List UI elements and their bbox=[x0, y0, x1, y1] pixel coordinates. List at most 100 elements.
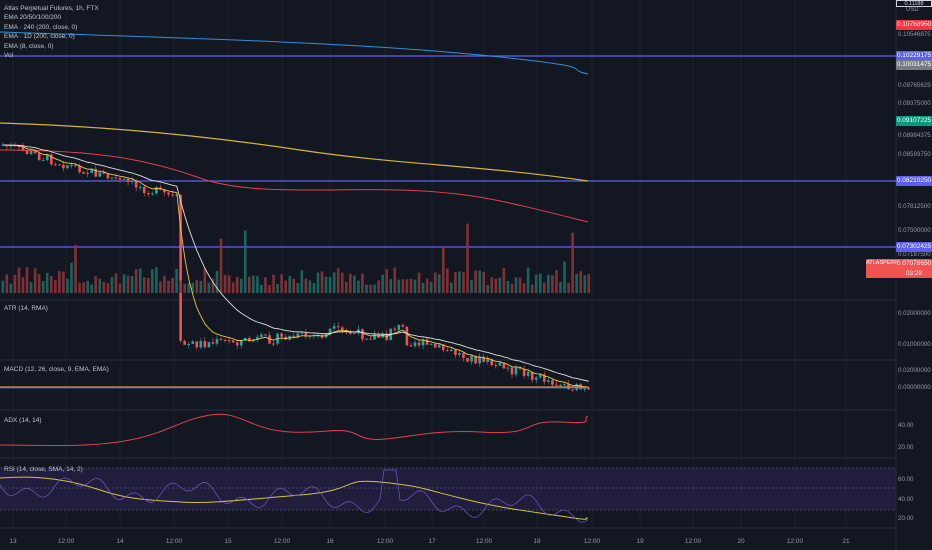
volume-bar bbox=[413, 279, 417, 293]
volume-bar bbox=[567, 282, 570, 293]
indicator-ema-ribbon[interactable]: EMA 20/50/100/200 bbox=[4, 14, 62, 22]
macd-pane-title[interactable]: MACD (12, 26, close, 9, EMA, EMA) bbox=[4, 366, 109, 373]
candle-body bbox=[74, 164, 77, 166]
volume-bar bbox=[134, 269, 138, 293]
volume-bar bbox=[37, 274, 41, 293]
volume-bar bbox=[191, 282, 195, 293]
volume-bar bbox=[74, 244, 77, 293]
candle-body bbox=[425, 339, 429, 345]
volume-bar bbox=[82, 282, 85, 293]
volume-bar bbox=[110, 276, 114, 293]
candle-body bbox=[353, 333, 356, 335]
candle-body bbox=[215, 339, 219, 344]
volume-bar bbox=[62, 271, 65, 293]
candle-body bbox=[37, 153, 41, 160]
candle-body bbox=[219, 339, 223, 341]
rsi-ma-line bbox=[0, 476, 589, 520]
currency-label: USD bbox=[906, 7, 919, 13]
indicator-ema-1d[interactable]: EMA · 1D (200, close, 0) bbox=[4, 33, 75, 41]
volume-bar bbox=[163, 275, 166, 293]
candle-body bbox=[328, 328, 332, 335]
volume-bar bbox=[357, 280, 360, 293]
candle-body bbox=[433, 343, 437, 348]
candle-body bbox=[183, 340, 186, 345]
candle-body bbox=[187, 343, 190, 345]
candle-body bbox=[70, 164, 73, 166]
candle-body bbox=[454, 349, 457, 355]
candle-body bbox=[462, 353, 465, 358]
volume-bar bbox=[114, 273, 118, 293]
volume-bar bbox=[571, 232, 574, 293]
candle-body bbox=[114, 177, 118, 179]
indicator-ema-8[interactable]: EMA (8, close, 0) bbox=[4, 42, 54, 50]
indicator-volume[interactable]: Vol bbox=[4, 52, 14, 60]
time-axis-label: 12:00 bbox=[376, 538, 394, 545]
candle-body bbox=[45, 154, 49, 160]
ema-1d-line bbox=[0, 31, 589, 75]
volume-bar bbox=[86, 280, 89, 293]
candle-body bbox=[1, 144, 5, 146]
candle-body bbox=[506, 367, 510, 369]
volume-bar bbox=[353, 275, 356, 293]
candle-body bbox=[78, 165, 81, 173]
volume-bar bbox=[45, 272, 49, 293]
candle-body bbox=[106, 173, 110, 179]
time-axis-label: 19 bbox=[636, 538, 644, 545]
volume-bar bbox=[151, 269, 154, 293]
candle-body bbox=[272, 343, 275, 345]
candle-body bbox=[373, 334, 376, 340]
volume-bar bbox=[138, 268, 142, 293]
volume-bar bbox=[547, 274, 550, 293]
adx-line bbox=[0, 413, 589, 447]
volume-bar bbox=[171, 277, 174, 293]
candle-body bbox=[300, 332, 304, 334]
macd-axis-label: 0.02000000 bbox=[898, 367, 931, 374]
volume-bar bbox=[175, 268, 178, 293]
volume-bar bbox=[21, 277, 25, 293]
volume-bar bbox=[555, 270, 558, 293]
adx-pane-title[interactable]: ADX (14, 14) bbox=[4, 417, 42, 424]
price-axis-label: 0.10546875 bbox=[898, 31, 931, 38]
volume-bar bbox=[155, 267, 158, 293]
volume-bar bbox=[187, 283, 190, 293]
candle-body bbox=[94, 168, 98, 177]
volume-bar bbox=[385, 269, 389, 293]
candle-body bbox=[207, 342, 211, 348]
price-axis-label: 0.07500000 bbox=[898, 227, 931, 234]
volume-bar bbox=[534, 274, 538, 293]
candle-body bbox=[340, 327, 344, 331]
candle-body bbox=[256, 336, 259, 340]
volume-bar bbox=[587, 273, 591, 293]
time-axis-label: 12:00 bbox=[273, 538, 291, 545]
candle-body bbox=[458, 353, 461, 355]
volume-bar bbox=[264, 277, 267, 293]
volume-bar bbox=[349, 273, 352, 293]
price-axis-label: 0.08593750 bbox=[898, 151, 931, 158]
candle-body bbox=[490, 359, 494, 366]
candle-body bbox=[502, 362, 506, 369]
time-axis-label: 16 bbox=[326, 538, 334, 545]
atr-axis-label: 0.01000000 bbox=[898, 341, 931, 348]
candle-body bbox=[547, 380, 550, 382]
candle-body bbox=[235, 342, 239, 346]
atr-pane-title[interactable]: ATR (14, RMA) bbox=[4, 305, 48, 312]
candle-body bbox=[9, 145, 13, 147]
volume-bar bbox=[167, 280, 170, 293]
volume-bar bbox=[490, 277, 494, 293]
rsi-pane-title[interactable]: RSI (14, close, SMA, 14, 2) bbox=[4, 466, 83, 473]
volume-bar bbox=[522, 283, 526, 293]
volume-bar bbox=[316, 272, 320, 293]
volume-bar bbox=[417, 272, 421, 293]
time-axis-label: 15 bbox=[224, 538, 232, 545]
candle-body bbox=[130, 180, 134, 182]
candle-body bbox=[538, 374, 542, 378]
volume-bar bbox=[502, 267, 506, 293]
volume-bar bbox=[344, 281, 348, 293]
indicator-ema-240[interactable]: EMA · 240 (200, close, 0) bbox=[4, 23, 78, 31]
candle-body bbox=[33, 150, 37, 154]
volume-bar bbox=[102, 282, 106, 293]
ema-100-line bbox=[0, 149, 589, 223]
price-axis-label: 0.07187500 bbox=[898, 251, 931, 258]
ema-240-line bbox=[0, 122, 589, 182]
